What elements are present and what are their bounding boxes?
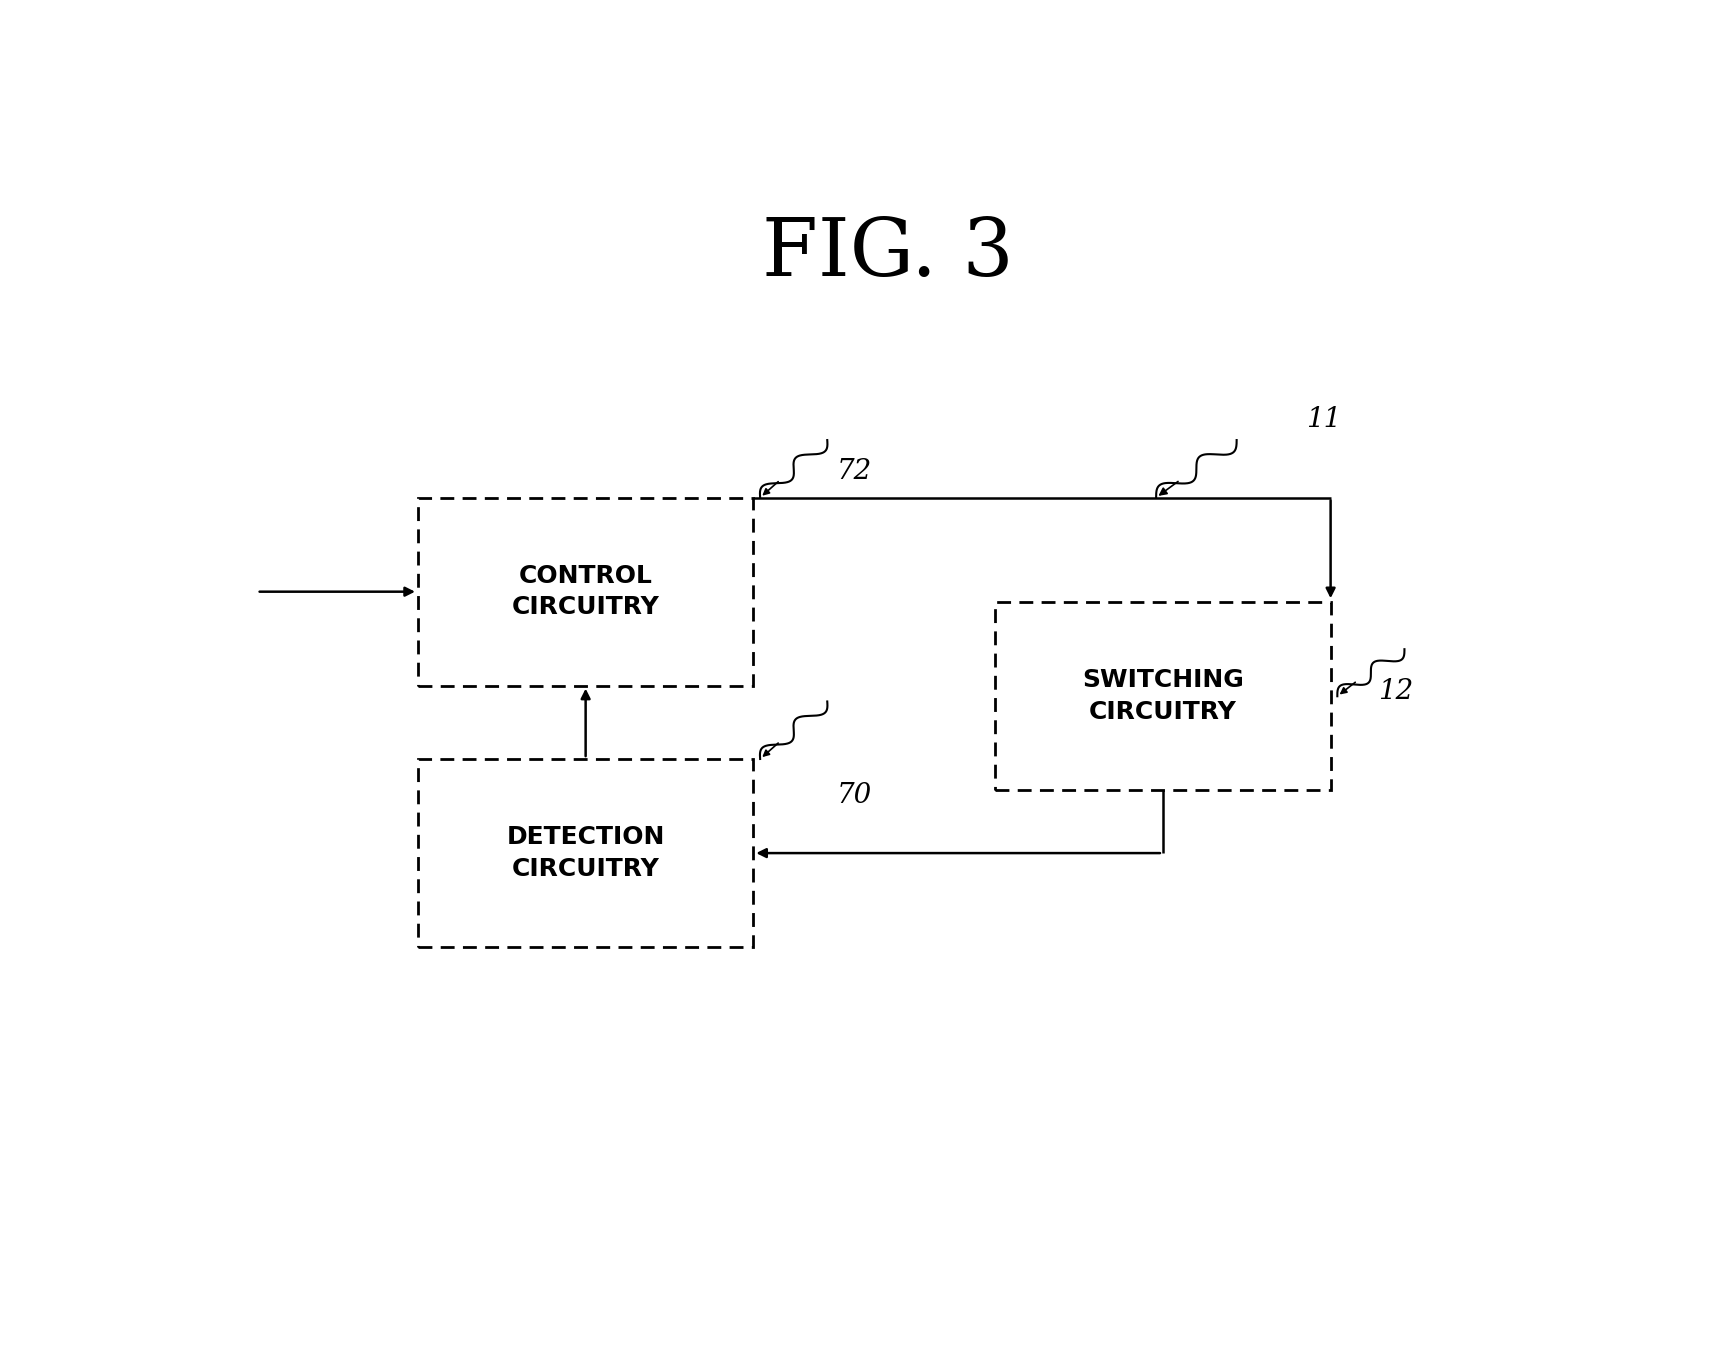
Bar bbox=[417, 497, 753, 686]
Text: 72: 72 bbox=[837, 458, 871, 485]
Text: FIG. 3: FIG. 3 bbox=[762, 216, 1013, 293]
Text: 70: 70 bbox=[837, 782, 871, 809]
Text: SWITCHING
CIRCUITRY: SWITCHING CIRCUITRY bbox=[1082, 668, 1244, 724]
Text: DETECTION
CIRCUITRY: DETECTION CIRCUITRY bbox=[506, 826, 665, 881]
Text: 12: 12 bbox=[1377, 678, 1413, 705]
Bar bbox=[994, 602, 1330, 790]
Text: CONTROL
CIRCUITRY: CONTROL CIRCUITRY bbox=[511, 564, 660, 619]
Text: 11: 11 bbox=[1306, 406, 1342, 433]
Bar bbox=[417, 759, 753, 948]
